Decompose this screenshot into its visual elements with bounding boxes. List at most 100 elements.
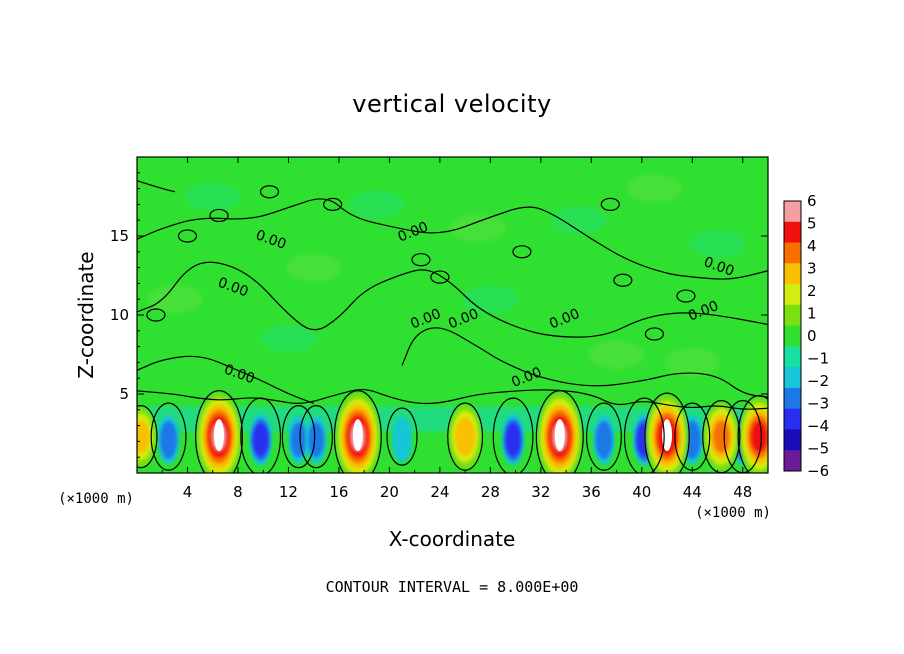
colorbar-tick-label: 3: [807, 260, 817, 278]
updraft-cell: [335, 393, 381, 473]
convective-cells: [137, 393, 768, 473]
field-patch: [146, 285, 203, 314]
contour-loop: [146, 308, 166, 322]
contour-loop: [209, 208, 229, 223]
x-tick-label: 4: [183, 483, 193, 501]
colorbar-tick-label: −3: [807, 395, 829, 413]
contour-loop: [676, 289, 696, 303]
x-tick-label: 28: [481, 483, 500, 501]
colorbar-tick-label: −5: [807, 440, 829, 458]
x-axis-ticks: 4 8 12 16 20 24 28 32 36 40 44 48: [161, 157, 752, 501]
cell-outline: [623, 397, 665, 473]
contour-loop: [411, 253, 431, 267]
colorbar-tick-label: 4: [807, 237, 817, 255]
contour-loop: [644, 327, 665, 341]
cell-outline: [644, 392, 690, 473]
field-patch: [588, 340, 645, 369]
y-tick-label: 5: [119, 385, 129, 403]
x-tick-label: 48: [733, 483, 752, 501]
cell-outline: [333, 390, 382, 473]
updraft-cell: [448, 404, 482, 469]
colorbar-swatch: [784, 367, 801, 389]
colorbar-tick-label: −1: [807, 350, 829, 368]
x-tick-label: 8: [233, 483, 243, 501]
contour-loop: [600, 197, 620, 211]
x-tick-label: 20: [380, 483, 399, 501]
colorbar-swatch: [784, 304, 801, 327]
zero-contours: [137, 180, 768, 473]
colorbar-swatch: [784, 263, 801, 285]
colorbar-tick-label: 2: [807, 282, 817, 300]
colorbar-swatch: [784, 387, 801, 410]
cell-outline: [240, 397, 282, 473]
cell-outline: [737, 395, 768, 473]
downdraft-cell: [249, 414, 272, 466]
downdraft-cell: [392, 417, 413, 463]
cell-outline: [150, 402, 187, 471]
colorbar-tick-label: 6: [807, 192, 817, 210]
field-patch: [260, 324, 317, 353]
field-patch: [664, 348, 721, 377]
field-patch: [626, 174, 683, 203]
cell-outline: [386, 407, 418, 466]
x-unit-note: (×1000 m): [58, 491, 134, 507]
colorbar-swatch: [784, 221, 801, 244]
cell-outline: [281, 405, 316, 469]
x-tick-label: 40: [632, 483, 651, 501]
downdraft-cell: [305, 416, 327, 464]
contour-line: [137, 388, 768, 410]
updraft-core: [554, 419, 565, 452]
z-unit-note: (×1000 m): [695, 505, 771, 521]
colorbar-swatch: [784, 201, 801, 223]
contour-line: [401, 327, 768, 398]
updraft-core: [214, 419, 225, 452]
x-tick-label: 32: [531, 483, 550, 501]
updraft-cell: [196, 393, 242, 473]
x-axis-label: X-coordinate: [389, 527, 516, 551]
colorbar-tick-label: 1: [807, 305, 817, 323]
cell-outline: [535, 390, 584, 473]
field-patch: [689, 229, 746, 258]
colorbar-tick-label: 5: [807, 215, 817, 233]
colorbar-swatch: [784, 429, 801, 451]
contour-line: [137, 355, 314, 405]
x-tick-label: 44: [683, 483, 702, 501]
chart-title: vertical velocity: [352, 90, 551, 118]
updraft-cell: [739, 397, 768, 473]
colorbar-tick-label: −4: [807, 417, 829, 435]
colorbar-tick-label: 0: [807, 327, 817, 345]
y-tick-label: 10: [110, 306, 129, 324]
contour-loop: [613, 273, 633, 287]
cell-outline: [299, 405, 334, 469]
x-tick-label: 24: [430, 483, 449, 501]
contour-loop: [430, 270, 450, 284]
downdraft-cell: [593, 415, 615, 465]
colorbar-swatch: [784, 346, 801, 368]
colorbar-tick-label: −2: [807, 372, 829, 390]
contour-loop: [512, 245, 532, 259]
updraft-cell: [645, 395, 689, 473]
colorbar-swatch: [784, 325, 801, 347]
colorbar-swatch: [784, 242, 801, 264]
colorbar-frame: [783, 200, 802, 472]
updraft-core: [662, 419, 673, 452]
field-patch: [184, 182, 241, 211]
y-axis-label: Z-coordinate: [74, 251, 98, 378]
contour-interval-note: CONTOUR INTERVAL = 8.000E+00: [326, 578, 579, 596]
downdraft-cell: [157, 415, 180, 465]
colorbar-tick-label: −6: [807, 462, 829, 480]
contour-line: [137, 180, 176, 193]
plot-area: 0.00 0.000.000.000.00 0.00 0.000.000.000.00: [137, 157, 768, 473]
downdraft-cell: [501, 414, 525, 466]
y-tick-label: 15: [110, 227, 129, 245]
contour-loop: [177, 229, 198, 243]
field-patch: [285, 253, 342, 282]
field-patch: [348, 190, 405, 219]
field-patch: [550, 206, 607, 235]
colorbar: 6 5 4 3 2 1 0 −1 −2 −3 −4 −5 −6: [783, 192, 829, 480]
contour-loop: [323, 197, 343, 211]
field-patch: [449, 214, 506, 243]
cell-outline: [585, 402, 622, 471]
updraft-core: [352, 419, 363, 452]
